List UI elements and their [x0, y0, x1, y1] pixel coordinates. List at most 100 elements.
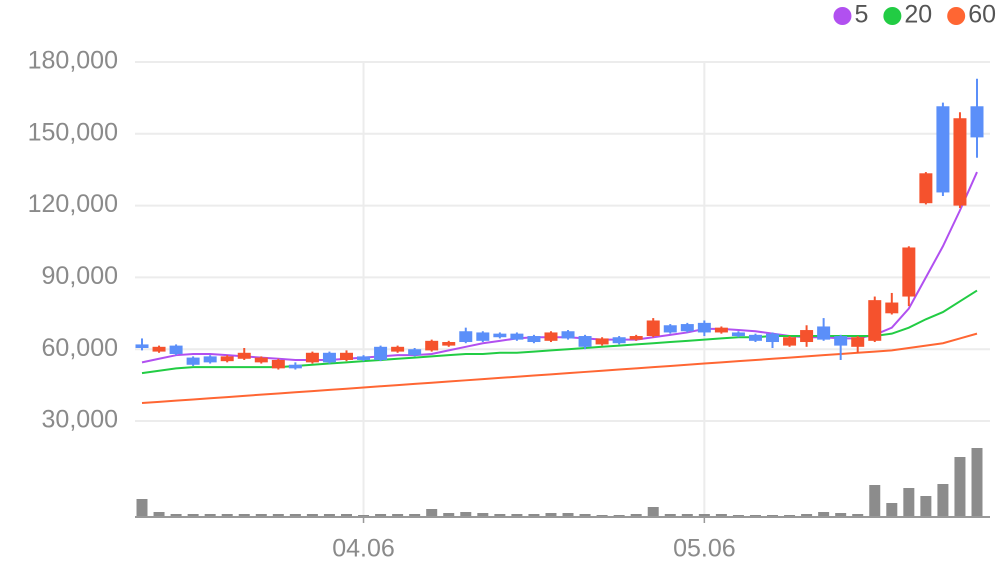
- candle-body: [800, 330, 814, 343]
- candle-body: [152, 346, 166, 352]
- volume-bar: [818, 512, 830, 517]
- volume-bar: [647, 507, 659, 517]
- volume-bar: [511, 514, 523, 517]
- candle-body: [220, 356, 234, 362]
- candle-body: [357, 356, 371, 360]
- candle-body: [527, 336, 541, 343]
- candle-body: [731, 332, 745, 337]
- candle-body: [391, 346, 405, 352]
- volume-bar: [272, 514, 284, 517]
- volume-bar: [869, 485, 881, 517]
- volume-bar: [630, 514, 642, 517]
- candle-body: [322, 352, 336, 363]
- volume-bar: [954, 457, 966, 517]
- candle-body: [646, 320, 660, 337]
- candle-body: [748, 334, 762, 341]
- x-tick-label: 05.06: [673, 535, 736, 563]
- volume-bar: [340, 514, 352, 517]
- candle-body: [714, 327, 728, 333]
- volume-bar: [477, 513, 489, 517]
- volume-bar: [289, 514, 301, 517]
- legend-label: 20: [904, 1, 932, 29]
- volume-bar: [545, 513, 557, 517]
- candle-body: [766, 333, 780, 343]
- candle-body: [254, 357, 268, 363]
- candle-body: [953, 118, 967, 206]
- volume-bar: [375, 514, 387, 517]
- ma-line: [141, 171, 978, 364]
- volume-bar: [426, 509, 438, 517]
- candle-body: [510, 333, 524, 340]
- candle-body: [595, 338, 609, 345]
- volume-bar: [153, 512, 165, 517]
- candle-body: [169, 345, 183, 354]
- volume-bar: [886, 503, 898, 517]
- volume-bar: [920, 496, 932, 517]
- volume-bar: [664, 514, 676, 517]
- volume-bar: [835, 513, 847, 517]
- volume-bar: [170, 514, 182, 517]
- candle-body: [629, 336, 643, 340]
- candle-body: [851, 337, 865, 347]
- candle-body: [680, 324, 694, 332]
- candle-body: [271, 359, 285, 369]
- candle-body: [459, 331, 473, 343]
- legend-dot: [833, 7, 852, 25]
- candle-body: [237, 352, 251, 359]
- volume-bar: [221, 514, 233, 517]
- volume-bar: [443, 513, 455, 517]
- candle-body: [203, 356, 217, 363]
- volume-bar: [937, 484, 949, 517]
- candle-body: [476, 332, 490, 341]
- candle-body: [663, 325, 677, 333]
- volume-bar: [306, 514, 318, 517]
- y-tick-label: 60,000: [42, 334, 118, 362]
- candle-body: [612, 337, 626, 344]
- candle-body: [885, 302, 899, 314]
- candle-body: [288, 364, 302, 369]
- volume-bar: [238, 514, 250, 517]
- volume-bar: [903, 488, 915, 517]
- candle-body: [135, 344, 149, 349]
- candle-body: [919, 173, 933, 204]
- volume-bar: [801, 514, 813, 517]
- candle-body: [339, 352, 353, 360]
- volume-bar: [187, 514, 199, 517]
- candle-body: [936, 106, 950, 193]
- volume-bar: [852, 514, 864, 517]
- volume-bar: [971, 448, 983, 517]
- volume-bar: [392, 514, 404, 517]
- candle-body: [408, 349, 422, 356]
- y-tick-label: 120,000: [28, 190, 118, 218]
- volume-bar: [681, 514, 693, 517]
- volume-bar: [579, 514, 591, 517]
- volume-bar: [528, 514, 540, 517]
- y-tick-label: 150,000: [28, 118, 118, 146]
- ma-line: [141, 332, 978, 405]
- candle-body: [697, 322, 711, 333]
- candle-body: [374, 346, 388, 360]
- candle-body: [493, 333, 507, 338]
- candle-body: [834, 336, 848, 346]
- candle-body: [442, 342, 456, 346]
- y-tick-label: 30,000: [42, 406, 118, 434]
- candle-body: [868, 300, 882, 341]
- volume-bar: [204, 514, 216, 517]
- x-tick-label: 04.06: [332, 535, 395, 563]
- volume-bar: [255, 514, 267, 517]
- candle-body: [425, 340, 439, 351]
- candle-body: [578, 336, 592, 347]
- volume-bar: [460, 512, 472, 517]
- candle-body: [305, 352, 319, 363]
- legend-dot: [883, 7, 902, 25]
- volume-bar: [715, 514, 727, 517]
- volume-bar: [562, 513, 574, 517]
- volume-bar: [323, 514, 335, 517]
- legend-label: 5: [854, 1, 868, 29]
- y-tick-label: 90,000: [42, 262, 118, 290]
- volume-bar: [409, 514, 421, 517]
- volume-bar: [136, 499, 148, 517]
- candle-body: [561, 331, 575, 339]
- candle-body: [817, 326, 831, 340]
